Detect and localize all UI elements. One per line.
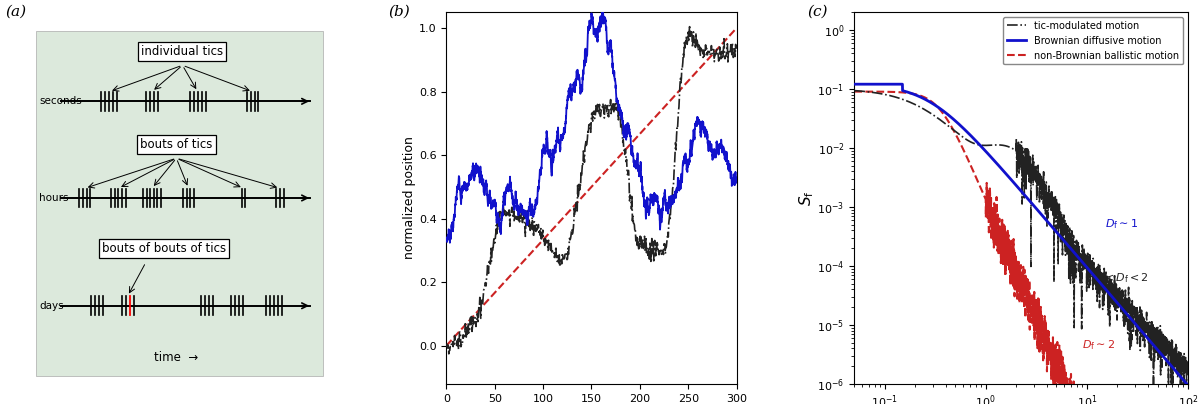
- Text: hours: hours: [40, 193, 68, 203]
- Text: bouts of tics: bouts of tics: [140, 138, 212, 151]
- Text: individual tics: individual tics: [142, 45, 223, 58]
- Text: $1 < D_{\mathrm{f}} < 2$: $1 < D_{\mathrm{f}} < 2$: [1094, 271, 1148, 285]
- Text: bouts of bouts of tics: bouts of bouts of tics: [102, 242, 227, 255]
- Text: seconds: seconds: [40, 96, 82, 106]
- Text: $D_{\mathrm{f}} \sim 2$: $D_{\mathrm{f}} \sim 2$: [1082, 338, 1116, 352]
- Text: $D_{\mathrm{f}} \sim 1$: $D_{\mathrm{f}} \sim 1$: [1105, 217, 1138, 231]
- Text: (c): (c): [808, 5, 828, 19]
- FancyBboxPatch shape: [36, 31, 323, 377]
- Legend: tic-modulated motion, Brownian diffusive motion, non-Brownian ballistic motion: tic-modulated motion, Brownian diffusive…: [1003, 17, 1183, 65]
- Text: time  →: time →: [155, 351, 198, 364]
- Y-axis label: normalized position: normalized position: [403, 137, 416, 259]
- Y-axis label: $S_{\mathrm{f}}$: $S_{\mathrm{f}}$: [797, 190, 816, 206]
- Text: days: days: [40, 301, 64, 311]
- Text: (b): (b): [389, 5, 410, 19]
- Text: (a): (a): [6, 5, 26, 19]
